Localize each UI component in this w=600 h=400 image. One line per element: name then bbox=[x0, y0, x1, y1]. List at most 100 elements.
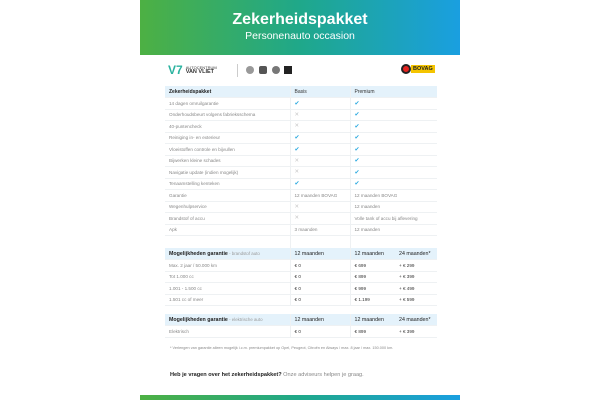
citroen-icon bbox=[272, 66, 280, 74]
table-header: Mogelijkheden garantie - brandstof auto 1… bbox=[165, 248, 437, 260]
table-row: Elektrisch € 0 € 899 + € 399 bbox=[165, 325, 437, 338]
row-label: 1.501 cc of meer bbox=[165, 294, 290, 306]
table-cell: + € 399 bbox=[395, 325, 437, 338]
row-label: Apk bbox=[165, 224, 290, 236]
table-cell: + € 399 bbox=[395, 271, 437, 283]
table-cell: € 0 bbox=[289, 294, 350, 306]
cross-icon: ✕ bbox=[289, 120, 350, 133]
row-label: Wegenhulpservice bbox=[165, 201, 290, 213]
check-icon: ✔ bbox=[349, 143, 437, 156]
warranty-fuel-table: Mogelijkheden garantie - brandstof auto 1… bbox=[165, 248, 437, 306]
peugeot-icon bbox=[259, 66, 267, 74]
header-cell: Premium bbox=[349, 86, 437, 98]
table-cell: € 0 bbox=[289, 282, 350, 295]
footer-bar bbox=[140, 395, 460, 400]
header-cell: 24 maanden* bbox=[395, 248, 437, 260]
table-row: Garantie 12 maanden BOVAG 12 maanden BOVAG bbox=[165, 189, 437, 202]
autocentrum-logo: V7 AUTOCENTRUM VAN VLIET bbox=[168, 63, 217, 77]
table-cell: + € 499 bbox=[395, 282, 437, 295]
logo-row: V7 AUTOCENTRUM VAN VLIET BOVAG bbox=[140, 55, 460, 85]
table-header: Mogelijkheden garantie - elektrische aut… bbox=[165, 314, 437, 326]
bovag-q-icon bbox=[401, 64, 411, 74]
check-icon: ✔ bbox=[289, 178, 350, 190]
table-row: Onderhoudsbeurt volgens fabrieksschema ✕ ✔ bbox=[165, 109, 437, 121]
package-table: Zekerheidspakket Basis Premium 14 dagen omr… bbox=[165, 86, 437, 249]
cross-icon: ✕ bbox=[289, 155, 350, 167]
question-line: Heb je vragen over het zekerheidspakket?… bbox=[170, 372, 364, 378]
header-cell: 24 maanden* bbox=[395, 314, 437, 326]
table-row: Brandstof of accu ✕ Volle tank of accu bij… bbox=[165, 212, 437, 225]
warranty-electric-table: Mogelijkheden garantie - elektrische aut… bbox=[165, 314, 437, 338]
table-cell: + € 599 bbox=[395, 294, 437, 306]
table-row: Wegenhulpservice ✕ 12 maanden bbox=[165, 201, 437, 213]
ds-icon bbox=[284, 66, 292, 74]
check-icon: ✔ bbox=[349, 166, 437, 179]
table-row: Tot 1.000 cc € 0 € 899 + € 399 bbox=[165, 271, 437, 283]
table-cell: € 699 bbox=[349, 259, 395, 272]
row-label: Elektrisch bbox=[165, 325, 290, 338]
table-cell: 12 maanden BOVAG bbox=[289, 189, 350, 202]
footnote: * Verlengen van garantie alleen mogelijk… bbox=[170, 346, 394, 350]
bovag-logo: BOVAG bbox=[401, 64, 435, 74]
row-label: Garantie bbox=[165, 189, 290, 202]
header-cell: Mogelijkheden garantie - elektrische aut… bbox=[165, 314, 290, 326]
header-cell: 12 maanden bbox=[349, 314, 395, 326]
table-row: 1.501 cc of meer € 0 € 1.199 + € 599 bbox=[165, 294, 437, 306]
row-label: 1.001 - 1.500 cc bbox=[165, 282, 290, 295]
table-row: Vloeistoffen controle en bijvullen ✔ ✔ bbox=[165, 143, 437, 156]
check-icon: ✔ bbox=[289, 143, 350, 156]
row-label: Tenaamstelling kenteken bbox=[165, 178, 290, 190]
table-cell: + € 299 bbox=[395, 259, 437, 272]
table-cell: € 1.199 bbox=[349, 294, 395, 306]
table-header: Zekerheidspakket Basis Premium bbox=[165, 86, 437, 98]
table-row: Bijwerken kleine schades ✕ ✔ bbox=[165, 155, 437, 167]
check-icon: ✔ bbox=[349, 120, 437, 133]
header-cell: Mogelijkheden garantie - brandstof auto bbox=[165, 248, 290, 260]
document-page: Zekerheidspakket Personenauto occasion V… bbox=[140, 0, 460, 400]
table-row: 14 dagen omruilgarantie ✔ ✔ bbox=[165, 97, 437, 110]
cross-icon: ✕ bbox=[289, 201, 350, 213]
check-icon: ✔ bbox=[349, 109, 437, 121]
header-cell: Zekerheidspakket bbox=[165, 86, 290, 98]
table-row: Navigatie update (indien mogelijk) ✕ ✔ bbox=[165, 166, 437, 179]
table-cell: € 0 bbox=[289, 259, 350, 272]
row-label: Reiniging in- en exterieur bbox=[165, 132, 290, 144]
table-cell: 12 maanden BOVAG bbox=[349, 189, 437, 202]
table-cell: € 899 bbox=[349, 271, 395, 283]
row-label: 14 dagen omruilgarantie bbox=[165, 97, 290, 110]
table-row: 40-puntencheck ✕ ✔ bbox=[165, 120, 437, 133]
table-cell: 3 maanden bbox=[289, 224, 350, 236]
check-icon: ✔ bbox=[349, 132, 437, 144]
row-label: Tot 1.000 cc bbox=[165, 271, 290, 283]
cross-icon: ✕ bbox=[289, 109, 350, 121]
row-label: Brandstof of accu bbox=[165, 212, 290, 225]
row-label: Navigatie update (indien mogelijk) bbox=[165, 166, 290, 179]
table-row: 1.001 - 1.500 cc € 0 € 999 + € 499 bbox=[165, 282, 437, 295]
row-label: Bijwerken kleine schades bbox=[165, 155, 290, 167]
brand-line2: VAN VLIET bbox=[185, 69, 215, 75]
divider bbox=[237, 64, 238, 77]
header-cell: 12 maanden bbox=[289, 248, 350, 260]
table-row: Max. 2 jaar / 50.000 km € 0 € 699 + € 299 bbox=[165, 259, 437, 272]
check-icon: ✔ bbox=[349, 97, 437, 110]
table-cell: € 899 bbox=[349, 325, 395, 338]
table-cell: € 0 bbox=[289, 271, 350, 283]
table-cell: 12 maanden bbox=[349, 201, 437, 213]
table-cell: 12 maanden bbox=[349, 224, 437, 236]
header-cell: Basis bbox=[289, 86, 350, 98]
row-label: Vloeistoffen controle en bijvullen bbox=[165, 143, 290, 156]
opel-icon bbox=[246, 66, 254, 74]
table-row: Tenaamstelling kenteken ✔ ✔ bbox=[165, 178, 437, 190]
check-icon: ✔ bbox=[349, 178, 437, 190]
cross-icon: ✕ bbox=[289, 166, 350, 179]
table-row: Reiniging in- en exterieur ✔ ✔ bbox=[165, 132, 437, 144]
row-label: 40-puntencheck bbox=[165, 120, 290, 133]
v-logo-icon: V7 bbox=[168, 63, 183, 77]
page-title: Zekerheidspakket bbox=[232, 11, 368, 28]
table-cell: € 999 bbox=[349, 282, 395, 295]
header-cell: 12 maanden bbox=[289, 314, 350, 326]
table-row: Apk 3 maanden 12 maanden bbox=[165, 224, 437, 236]
check-icon: ✔ bbox=[289, 132, 350, 144]
page-subtitle: Personenauto occasion bbox=[245, 30, 355, 42]
brand-line1: AUTOCENTRUM bbox=[185, 65, 217, 70]
